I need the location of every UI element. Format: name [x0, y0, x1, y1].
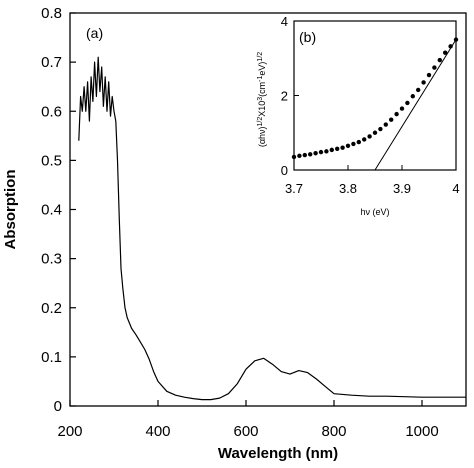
inset-data-point [335, 146, 340, 151]
x-tick-label: 400 [145, 423, 170, 440]
absorption-series-line [78, 56, 466, 401]
y-tick-label: 0 [54, 398, 62, 415]
inset-data-point [389, 117, 394, 122]
inset-data-point [448, 44, 453, 49]
inset-fit-line [374, 39, 457, 171]
y-tick-label: 0.3 [41, 251, 62, 268]
inset-x-axis-title: hν (eV) [360, 207, 389, 217]
inset-data-point [421, 80, 426, 85]
inset-data-point [318, 149, 324, 155]
x-tick-label: 800 [321, 423, 346, 440]
inset-x-tick-label: 3.7 [285, 181, 303, 196]
inset-data-point [437, 57, 442, 63]
inset-data-point [291, 154, 297, 160]
inset-y-tick-label: 2 [281, 89, 288, 104]
inset-data-point [410, 94, 415, 99]
inset-data-point [378, 126, 383, 132]
inset-data-point [443, 50, 448, 55]
inset-data-point [324, 149, 329, 154]
inset-x-tick-label: 3.9 [393, 181, 411, 196]
y-tick-label: 0.4 [41, 202, 62, 219]
inset-data-point [399, 106, 405, 111]
inset-data-point [329, 147, 334, 153]
inset-data-point [302, 152, 307, 158]
inset-data-point [394, 111, 399, 117]
y-tick-label: 0.5 [41, 152, 62, 169]
inset-y-axis-title: (αhν)1/2X103(cm-1eV)1/2 [257, 52, 267, 147]
y-axis-title: Absorption [2, 170, 19, 250]
y-tick-label: 0.2 [41, 300, 62, 317]
x-tick-label: 200 [57, 423, 82, 440]
inset-panel: 0 2 4 3.7 3.8 3.9 4 (b) hν (eV) (αhν)1/2X103(cm-1… [246, 14, 462, 223]
x-tick-label: 1000 [405, 423, 438, 440]
inset-data-point [297, 153, 302, 159]
inset-data-point [356, 139, 361, 145]
y-tick-label: 0.1 [41, 349, 62, 366]
inset-data-point [351, 141, 356, 147]
inset-y-tick-label: 0 [281, 163, 288, 178]
x-tick-label: 600 [233, 423, 258, 440]
inset-data-point [345, 143, 351, 148]
panel-label-a: (a) [86, 25, 103, 41]
inset-data-point [432, 65, 437, 70]
inset-x-tick-label: 4 [452, 181, 459, 196]
inset-background [246, 15, 462, 223]
inset-data-point [383, 122, 388, 127]
y-tick-label: 0.6 [41, 103, 62, 120]
inset-data-point [416, 87, 421, 93]
inset-data-point [362, 137, 367, 142]
x-axis-title: Wavelength (nm) [218, 445, 338, 462]
inset-data-point [340, 145, 345, 150]
inset-x-tick-label: 3.8 [339, 181, 357, 196]
inset-data-point [453, 37, 459, 42]
panel-label-b: (b) [299, 29, 316, 45]
main-panel: 0 0.1 0.2 0.3 0.4 0.5 0.6 0.7 0.8 200 400 600 800 100… [2, 5, 467, 462]
inset-data-point [372, 130, 378, 135]
inset-data-point [308, 152, 313, 157]
y-tick-label: 0.7 [41, 54, 62, 71]
inset-data-point [426, 72, 432, 78]
inset-data-point [313, 151, 318, 156]
inset-y-tick-label: 4 [281, 14, 288, 29]
inset-data-point [367, 134, 372, 139]
inset-data-point [405, 100, 410, 106]
y-tick-label: 0.8 [41, 5, 62, 22]
